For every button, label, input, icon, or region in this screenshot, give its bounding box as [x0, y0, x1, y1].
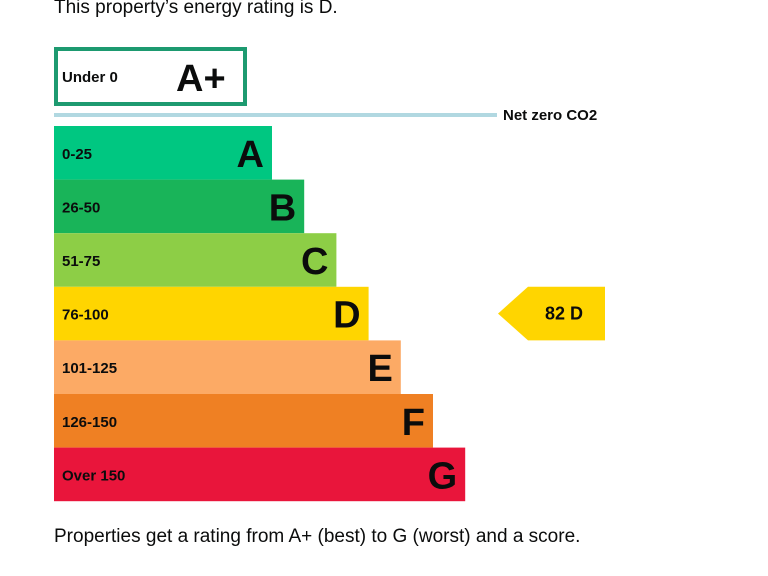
current-rating-label: 82 D: [545, 304, 583, 324]
band-d: 76-100 D: [54, 286, 369, 341]
rating-bands: 0-25 A 26-50 B 51-75 C 76-100 D 101-125 E 126-150 F…: [54, 126, 466, 502]
band-a-plus-box: [54, 47, 247, 106]
band-bar-b: [54, 179, 305, 234]
band-letter-e: E: [367, 348, 392, 390]
band-b: 26-50 B: [54, 179, 305, 234]
band-g: Over 150 G: [54, 447, 466, 502]
band-letter-b: B: [269, 187, 296, 229]
current-rating-arrow: 82 D: [498, 286, 605, 341]
energy-rating-intro: This property’s energy rating is D.: [54, 0, 338, 18]
band-a: 0-25 A: [54, 126, 272, 180]
band-range-d: 76-100: [62, 307, 109, 324]
band-range-b: 26-50: [62, 199, 100, 216]
rating-explanation: Properties get a rating from A+ (best) t…: [54, 526, 581, 547]
band-letter-c: C: [301, 241, 328, 283]
band-bar-g: [54, 447, 466, 502]
band-c: 51-75 C: [54, 233, 337, 287]
net-zero-label: Net zero CO2: [503, 107, 597, 124]
band-letter-d: D: [333, 295, 360, 337]
band-letter-g: G: [428, 455, 458, 497]
band-bar-c: [54, 233, 337, 287]
band-e: 101-125 E: [54, 340, 401, 394]
band-bar-d: [54, 286, 369, 341]
band-bar-e: [54, 340, 401, 394]
band-range-f: 126-150: [62, 414, 117, 431]
band-a-plus-letter: A+: [176, 58, 226, 100]
band-bar-f: [54, 394, 433, 448]
band-f: 126-150 F: [54, 394, 433, 448]
band-bar-a: [54, 126, 272, 180]
band-a-plus-range: Under 0: [62, 69, 118, 86]
band-range-e: 101-125: [62, 360, 117, 377]
band-range-g: Over 150: [62, 467, 125, 484]
band-range-c: 51-75: [62, 253, 100, 270]
net-zero-marker: Net zero CO2: [54, 107, 597, 124]
current-rating-shape: [498, 286, 605, 341]
band-letter-a: A: [237, 134, 264, 176]
band-letter-f: F: [402, 402, 425, 444]
band-range-a: 0-25: [62, 146, 92, 163]
band-a-plus: Under 0 A+: [54, 47, 247, 106]
